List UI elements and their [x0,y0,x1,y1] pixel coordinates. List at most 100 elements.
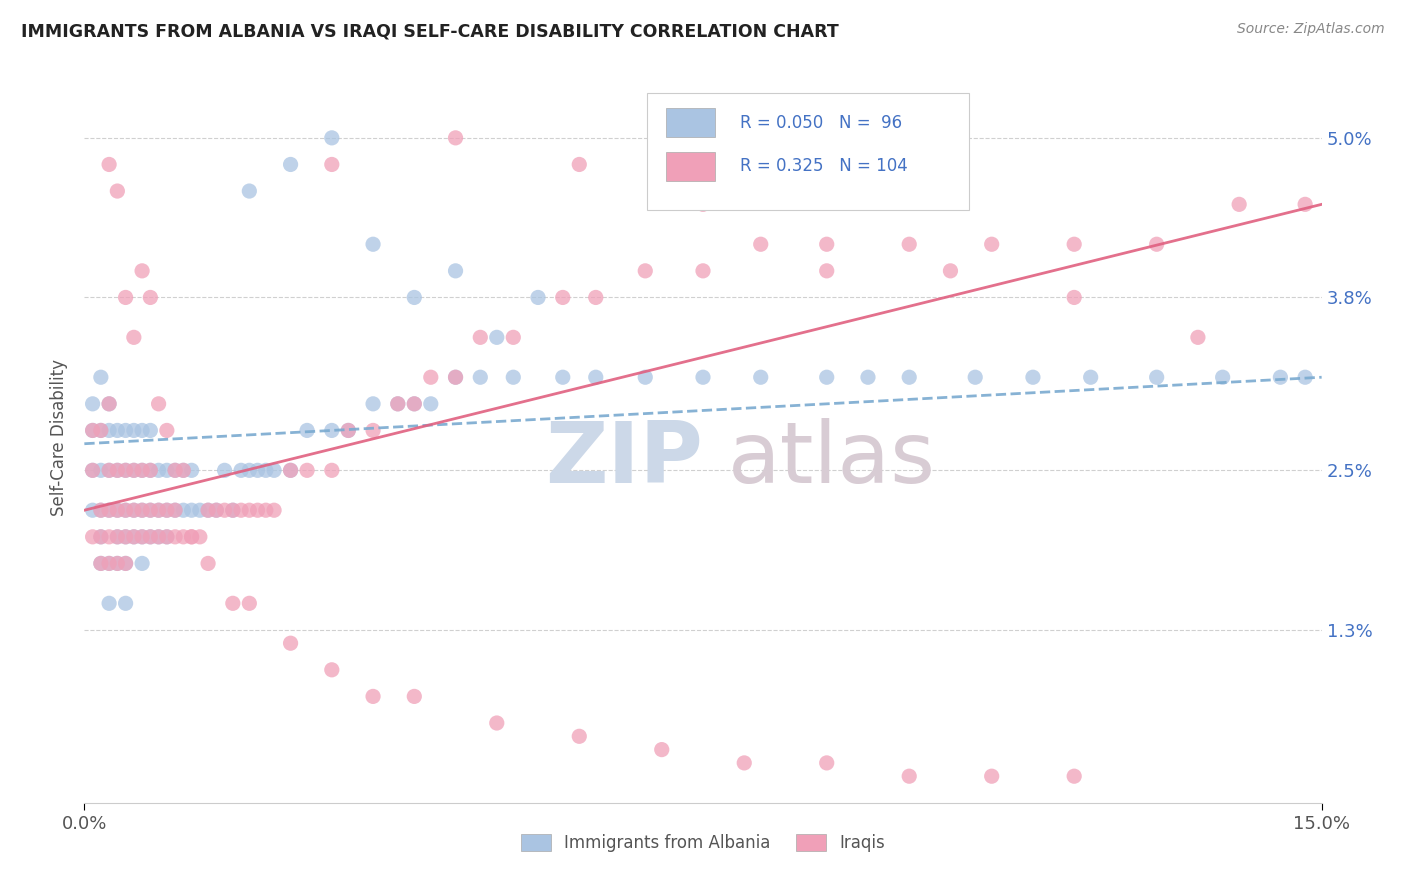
Point [98,557,121,571]
Point [205,503,228,517]
FancyBboxPatch shape [666,152,716,181]
Point [172,530,194,544]
Point [148,503,170,517]
Point [105,463,128,477]
Point [114,503,136,517]
Point [98,397,121,411]
Point [321,131,343,145]
Point [568,729,591,743]
Point [122,463,145,477]
Point [156,424,179,438]
Point [815,237,838,252]
Point [114,463,136,477]
Point [692,370,714,384]
Point [82,530,104,544]
Point [90,503,112,517]
Point [295,424,318,438]
Point [90,503,112,517]
Point [197,503,219,517]
Point [205,503,228,517]
Point [337,424,360,438]
Point [1294,197,1316,211]
Point [188,530,211,544]
Point [82,503,104,517]
Point [114,463,136,477]
Point [156,530,179,544]
Point [1063,237,1085,252]
Point [1022,370,1045,384]
Point [280,463,302,477]
Point [90,557,112,571]
Legend: Immigrants from Albania, Iraqis: Immigrants from Albania, Iraqis [513,825,893,860]
Point [114,557,136,571]
Point [214,503,236,517]
Point [980,237,1002,252]
Point [980,769,1002,783]
Point [139,290,162,304]
Point [139,424,162,438]
Point [387,397,409,411]
Point [82,424,104,438]
Point [90,370,112,384]
Text: atlas: atlas [728,417,936,500]
Point [419,370,441,384]
Point [634,264,657,278]
Point [280,463,302,477]
Point [551,370,574,384]
Point [1146,370,1168,384]
Point [692,197,714,211]
Point [238,503,260,517]
Point [238,184,260,198]
Point [165,503,187,517]
Point [404,290,426,304]
Point [82,463,104,477]
Point [131,530,153,544]
Point [131,503,153,517]
Y-axis label: Self-Care Disability: Self-Care Disability [51,359,69,516]
Point [470,370,492,384]
Point [98,557,121,571]
Point [122,503,145,517]
Point [321,424,343,438]
Point [361,237,384,252]
Point [98,424,121,438]
Point [131,530,153,544]
Point [180,530,202,544]
Point [105,530,128,544]
Text: R = 0.050   N =  96: R = 0.050 N = 96 [740,113,903,131]
Point [321,463,343,477]
Point [98,463,121,477]
Point [165,463,187,477]
Point [898,370,921,384]
Point [156,503,179,517]
Point [321,663,343,677]
Point [470,330,492,344]
Point [90,424,112,438]
Point [939,264,962,278]
Point [692,264,714,278]
Point [404,397,426,411]
Point [568,157,591,171]
Point [172,463,194,477]
Point [114,557,136,571]
Point [321,157,343,171]
Point [280,157,302,171]
Point [172,503,194,517]
Point [180,530,202,544]
Point [1227,197,1250,211]
Point [222,596,245,610]
Point [139,463,162,477]
Point [263,463,285,477]
Point [98,530,121,544]
Point [361,690,384,704]
Point [585,290,607,304]
Point [815,264,838,278]
Point [229,463,252,477]
Point [139,530,162,544]
Text: R = 0.325   N = 104: R = 0.325 N = 104 [740,158,908,176]
Point [131,463,153,477]
Point [114,530,136,544]
Point [105,184,128,198]
Point [131,264,153,278]
Point [527,290,550,304]
